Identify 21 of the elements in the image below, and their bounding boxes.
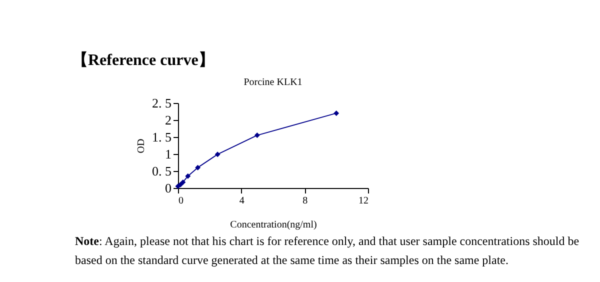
y-tick-label: 0 xyxy=(165,180,172,196)
x-tick-label: 4 xyxy=(239,196,244,206)
text: Note: Again, please not that his chart is for reference only, and that user sample concentrations should be based on the standard curve generated at the same time as their samples on the same plate. xyxy=(75,233,580,269)
point xyxy=(195,164,201,170)
y-tick-label: 2. 5 xyxy=(152,96,172,110)
x-tick-label: 0 xyxy=(178,196,184,206)
point xyxy=(254,132,260,138)
y-tick-label: 0. 5 xyxy=(152,164,172,178)
x-axis-title: Concentration(ng/ml) xyxy=(230,220,317,230)
chart-subtitle: Porcine KLK1 xyxy=(244,77,302,88)
point xyxy=(334,110,340,116)
y-tick-label: 1 xyxy=(165,146,172,162)
point xyxy=(214,152,220,158)
x-tick-label: 12 xyxy=(358,196,368,206)
x-tick-label: 8 xyxy=(302,196,308,206)
chart-title: 【Reference curve】 xyxy=(72,50,214,71)
point xyxy=(180,179,186,185)
point xyxy=(185,173,191,179)
y-axis-title: OD xyxy=(136,138,147,154)
y-tick-label: 2 xyxy=(165,112,172,128)
y-tick-label: 1. 5 xyxy=(152,130,172,144)
